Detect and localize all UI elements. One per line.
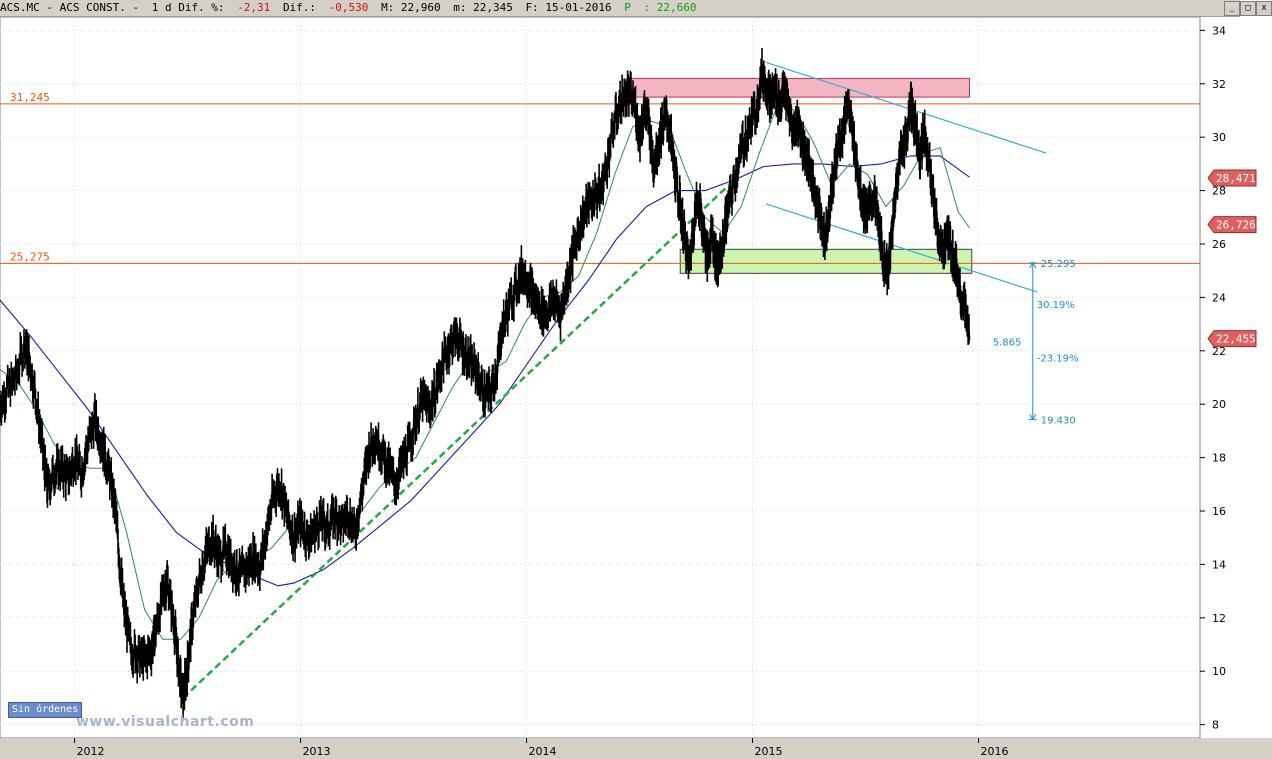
max-value: M: 22,960 [381, 1, 441, 14]
y-tick-label: 18 [1212, 452, 1226, 465]
measure-bottom-label: 19.430 [1041, 415, 1076, 426]
close-button[interactable]: x [1256, 1, 1272, 16]
watermark-logo: www.visualchart.com [76, 714, 255, 730]
dif-pct-value: -2,31 [237, 1, 271, 14]
symbol-label: ACS.MC - ACS CONST. - [0, 1, 140, 14]
y-tick-label: 10 [1212, 665, 1226, 678]
level-label: 31,245 [10, 91, 50, 104]
plot-area [0, 16, 1201, 739]
y-tick-label: 14 [1212, 558, 1226, 571]
y-tick-label: 28 [1212, 185, 1226, 198]
value-badge [1207, 216, 1257, 234]
chart-header: ACS.MC - ACS CONST. - 1 d Dif. %: -2,31 … [0, 0, 1240, 17]
y-tick-label: 8 [1212, 719, 1219, 732]
y-tick-label: 26 [1212, 238, 1226, 251]
interval-label: 1 d Dif. %: [151, 1, 225, 14]
maximize-button[interactable]: □ [1240, 1, 1256, 16]
y-tick-label: 32 [1212, 78, 1226, 91]
measure-pct-up-label: 30.19% [1037, 300, 1075, 311]
channel-upper-line [765, 61, 1047, 154]
measure-arrow-top [1029, 261, 1037, 269]
y-tick-label: 24 [1212, 291, 1226, 304]
y-tick-label: 34 [1212, 24, 1226, 37]
channel-lower-line [765, 203, 1038, 293]
price-value: : 22,660 [643, 1, 697, 14]
value-badge [1207, 330, 1257, 348]
trend-support-line [182, 178, 736, 699]
x-tick-label: 2014 [529, 745, 557, 758]
measure-distance-label: 5.865 [993, 337, 1022, 348]
value-badge-label: 26,726 [1216, 219, 1256, 232]
x-tick-label: 2013 [303, 745, 331, 758]
x-axis-band [0, 738, 1272, 759]
measure-pct-down-label: -23.19% [1037, 353, 1079, 364]
level-label: 25,275 [10, 250, 50, 263]
value-badge-label: 22,455 [1216, 333, 1256, 346]
resistance-zone [625, 77, 970, 98]
y-tick-label: 20 [1212, 398, 1226, 411]
ma-short-line [0, 104, 970, 640]
date-value: F: 15-01-2016 [525, 1, 612, 14]
minimize-button[interactable]: _ [1224, 1, 1240, 16]
min-value: m: 22,345 [453, 1, 513, 14]
value-badge-label: 28,471 [1216, 172, 1256, 185]
sin-ordenes-button[interactable]: Sin órdenes [8, 702, 83, 718]
x-tick-label: 2016 [981, 745, 1009, 758]
measure-arrow-bottom [1029, 414, 1037, 421]
x-tick-label: 2012 [77, 745, 105, 758]
support-zone [679, 248, 973, 274]
price-marker: P [624, 1, 631, 14]
dif-label: Dif.: [282, 1, 317, 14]
y-tick-label: 12 [1212, 612, 1226, 625]
price-line [0, 48, 971, 719]
y-tick-label: 22 [1212, 345, 1226, 358]
measure-top-label: 25.295 [1041, 259, 1076, 270]
dif-abs-value: -0,530 [328, 1, 369, 14]
value-badge [1207, 169, 1257, 187]
x-tick-label: 2015 [755, 745, 783, 758]
y-tick-label: 16 [1212, 505, 1226, 518]
y-tick-label: 30 [1212, 131, 1226, 144]
